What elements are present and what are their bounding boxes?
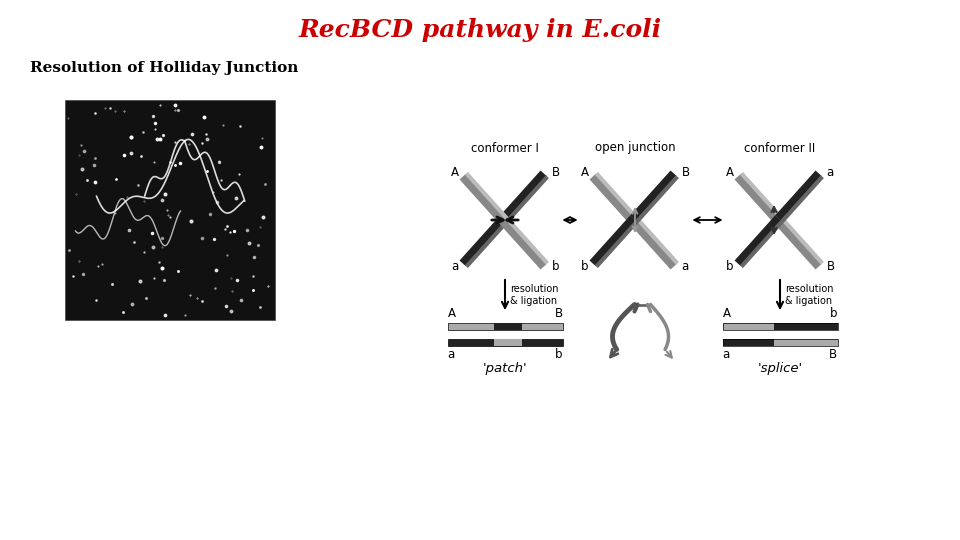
- Text: a: a: [447, 348, 455, 361]
- Bar: [493, 339, 522, 346]
- Text: B: B: [682, 166, 689, 179]
- Text: resolution
& ligation: resolution & ligation: [785, 284, 833, 306]
- Text: A: A: [726, 166, 733, 179]
- Text: b: b: [555, 348, 563, 361]
- Text: 'splice': 'splice': [757, 362, 803, 375]
- Text: resolution
& ligation: resolution & ligation: [510, 284, 559, 306]
- Bar: [65, 100, 275, 320]
- Text: A: A: [447, 307, 455, 320]
- Bar: [775, 323, 837, 330]
- Bar: [447, 339, 563, 346]
- Text: open junction: open junction: [594, 141, 675, 154]
- Bar: [723, 323, 837, 330]
- Text: A: A: [450, 166, 459, 179]
- Text: b: b: [830, 307, 837, 320]
- Bar: [723, 339, 837, 346]
- Text: Resolution of Holliday Junction: Resolution of Holliday Junction: [30, 61, 299, 75]
- Bar: [493, 323, 522, 330]
- Text: B: B: [827, 260, 834, 273]
- Text: a: a: [682, 260, 688, 273]
- Text: b: b: [726, 260, 733, 273]
- Text: RecBCD pathway in E.coli: RecBCD pathway in E.coli: [299, 18, 661, 42]
- Text: b: b: [551, 260, 559, 273]
- Text: B: B: [829, 348, 837, 361]
- Bar: [775, 339, 837, 346]
- Text: a: a: [451, 260, 459, 273]
- Text: conformer I: conformer I: [471, 141, 539, 154]
- Text: 'patch': 'patch': [483, 362, 527, 375]
- Text: B: B: [554, 307, 563, 320]
- Text: conformer II: conformer II: [744, 141, 816, 154]
- Bar: [447, 323, 563, 330]
- Bar: [723, 339, 775, 346]
- Text: A: A: [723, 307, 731, 320]
- Text: b: b: [581, 260, 588, 273]
- Text: a: a: [827, 166, 833, 179]
- Bar: [723, 323, 775, 330]
- Text: a: a: [723, 348, 730, 361]
- Text: B: B: [551, 166, 560, 179]
- Text: A: A: [581, 166, 588, 179]
